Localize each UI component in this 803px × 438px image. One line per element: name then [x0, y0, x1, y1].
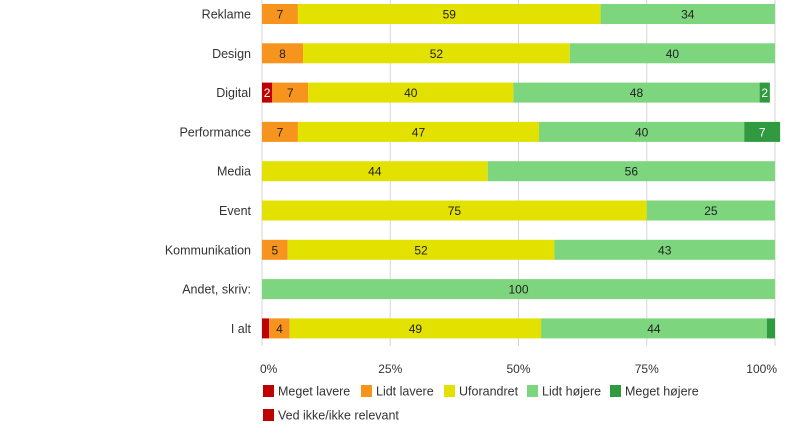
data-label: 25 — [704, 204, 718, 218]
bar-segment — [262, 43, 304, 64]
data-label: 52 — [430, 47, 444, 61]
data-label: 34 — [681, 8, 695, 22]
x-tick-label: 0% — [260, 362, 278, 376]
bar-segment — [287, 239, 555, 260]
bar-segment — [262, 200, 647, 221]
legend-swatch — [361, 385, 372, 397]
bar-segment — [308, 82, 514, 103]
x-tick-label: 75% — [635, 362, 659, 376]
data-label: 56 — [625, 165, 639, 179]
bar-segment — [262, 121, 298, 142]
data-label: 59 — [443, 8, 457, 22]
data-label: 52 — [414, 243, 428, 257]
category-label: Performance — [179, 125, 251, 139]
data-label: 2 — [761, 86, 768, 100]
data-label: 75 — [448, 204, 462, 218]
data-label: 40 — [404, 86, 418, 100]
data-label: 2 — [264, 86, 271, 100]
legend-label: Meget lavere — [278, 385, 350, 399]
bar-segment — [269, 318, 290, 339]
data-label: 47 — [412, 125, 426, 139]
bar-segment — [759, 82, 770, 103]
data-label: 5 — [271, 243, 278, 257]
category-label: Media — [217, 165, 251, 179]
data-label: 40 — [666, 47, 680, 61]
legend-label: Lidt højere — [542, 385, 601, 399]
legend-swatch — [263, 385, 274, 397]
bar-segment — [600, 4, 775, 24]
data-label: 49 — [409, 322, 423, 336]
bar-segment — [297, 121, 540, 142]
bar-segment — [262, 82, 273, 103]
legend-label: Uforandret — [459, 385, 519, 399]
legend: Meget lavere Lidt lavere Uforandret Lidt hø… — [263, 385, 699, 423]
data-label: 7 — [277, 125, 284, 139]
bar-segment — [262, 239, 288, 260]
bar-segment — [297, 4, 601, 24]
legend-label: Meget højere — [625, 385, 699, 399]
category-label: Kommunikation — [165, 243, 251, 257]
bar-segment — [569, 43, 775, 64]
bar-segment — [303, 43, 570, 64]
x-tick-label: 50% — [506, 362, 530, 376]
category-label: I alt — [231, 322, 252, 336]
legend-swatch — [527, 385, 538, 397]
bar-segment — [744, 121, 781, 142]
bar-segment — [272, 82, 309, 103]
bar-segment — [262, 318, 270, 339]
bar-segment — [262, 4, 298, 24]
category-label: Digital — [216, 86, 251, 100]
category-label: Reklame — [202, 8, 251, 22]
data-label: 7 — [759, 125, 766, 139]
bar-segment — [289, 318, 542, 339]
bar-segment — [262, 279, 775, 300]
legend-label: Ved ikke/ikke relevant — [278, 409, 399, 423]
data-label: 48 — [630, 86, 644, 100]
legend-swatch — [610, 385, 621, 397]
bars: 7 59 34 8 52 40 2 7 40 48 2 7 47 40 7 44 56 75 25 5 52 43 100 4… — [262, 4, 781, 339]
category-label: Design — [212, 47, 251, 61]
category-label: Andet, skriv: — [182, 283, 251, 297]
bar-segment — [554, 239, 775, 260]
legend-swatch — [263, 409, 274, 421]
bar-segment — [766, 318, 775, 339]
data-label: 43 — [658, 243, 672, 257]
bar-segment — [487, 161, 775, 182]
legend-label: Lidt lavere — [376, 385, 434, 399]
data-label: 44 — [368, 165, 382, 179]
x-axis-tick-labels: 0% 25% 50% 75% 100% — [260, 362, 777, 376]
category-label: Event — [219, 204, 251, 218]
x-tick-label: 25% — [378, 362, 402, 376]
bar-segment — [539, 121, 745, 142]
data-label: 7 — [287, 86, 294, 100]
x-tick-label: 100% — [746, 362, 777, 376]
category-labels: Reklame Design Digital Performance Media Even… — [165, 8, 252, 336]
bar-segment — [513, 82, 760, 103]
data-label: 100 — [508, 283, 528, 297]
data-label: 8 — [279, 47, 286, 61]
bar-segment — [262, 161, 488, 182]
data-label: 7 — [277, 8, 284, 22]
data-label: 40 — [635, 125, 649, 139]
data-label: 4 — [276, 322, 283, 336]
bar-segment — [646, 200, 775, 221]
legend-swatch — [444, 385, 455, 397]
bar-segment — [541, 318, 767, 339]
data-label: 44 — [647, 322, 661, 336]
